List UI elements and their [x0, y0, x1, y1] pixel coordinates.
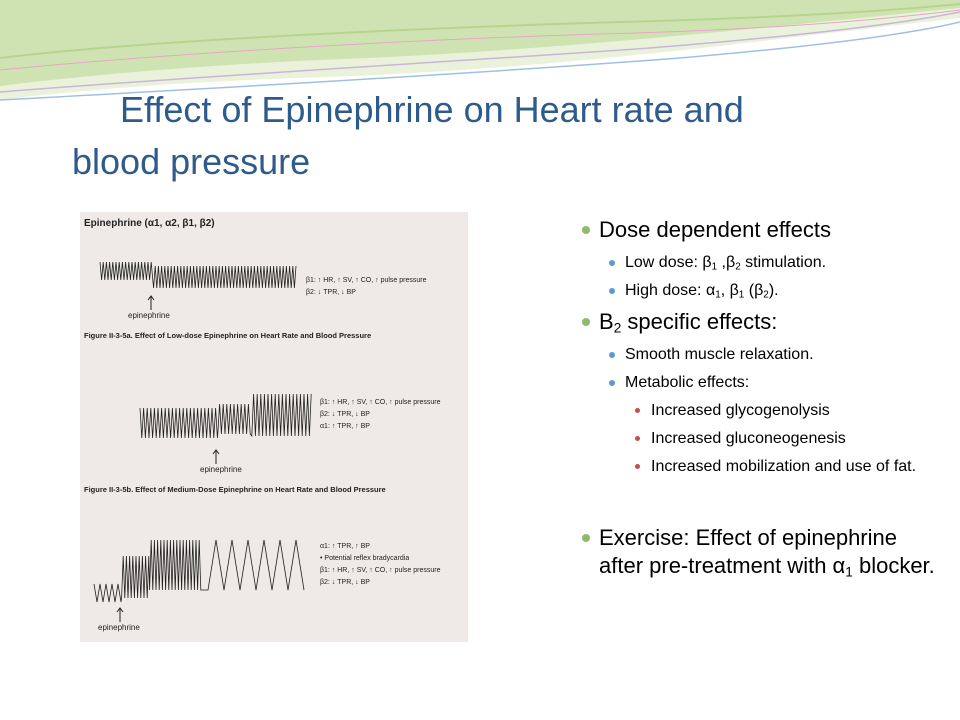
arrow-label-panel-a: epinephrine [128, 311, 170, 320]
legend-c-4: β2: ↓ TPR, ↓ BP [320, 579, 370, 586]
legend-c-3: β1: ↑ HR, ↑ SV, ↑ CO, ↑ pulse pressure [320, 567, 441, 574]
legend-panel-a: β1: ↑ HR, ↑ SV, ↑ CO, ↑ pulse pressure β… [306, 277, 427, 296]
title-line-2: blood pressure [72, 141, 311, 182]
legend-b-1: β1: ↑ HR, ↑ SV, ↑ CO, ↑ pulse pressure [320, 399, 441, 406]
legend-panel-b: β1: ↑ HR, ↑ SV, ↑ CO, ↑ pulse pressure β… [320, 399, 441, 430]
trace-panel-b [139, 393, 312, 439]
epinephrine-figure: Epinephrine (α1, α2, β1, β2) epinephrine… [80, 212, 468, 642]
arrow-label-panel-b: epinephrine [200, 465, 242, 474]
legend-a-1: β1: ↑ HR, ↑ SV, ↑ CO, ↑ pulse pressure [306, 277, 427, 284]
trace-panel-c [93, 539, 305, 603]
caption-panel-b: Figure II-3-5b. Effect of Medium-Dose Ep… [84, 485, 386, 494]
legend-c-2: • Potential reflex bradycardia [320, 555, 409, 562]
legend-panel-c: α1: ↑ TPR, ↑ BP • Potential reflex brady… [320, 543, 441, 586]
bullet-high-dose: High dose: α1, β1 (β2). [609, 280, 945, 302]
legend-b-2: β2: ↓ TPR, ↓ BP [320, 411, 370, 418]
bullet-low-dose: Low dose: β1 ,β2 stimulation. [609, 252, 945, 274]
legend-b-3: α1: ↑ TPR, ↑ BP [320, 423, 370, 430]
bullet-smooth-muscle: Smooth muscle relaxation. [609, 344, 945, 366]
bullet-dose-text: Dose dependent effects [599, 217, 831, 242]
legend-a-2: β2: ↓ TPR, ↓ BP [306, 289, 356, 296]
bullet-list: Dose dependent effects Low dose: β1 ,β2 … [582, 212, 945, 588]
bullet-glycogenolysis: Increased glycogenolysis [635, 400, 945, 422]
legend-c-1: α1: ↑ TPR, ↑ BP [320, 543, 370, 550]
bullet-gluconeogenesis: Increased gluconeogenesis [635, 428, 945, 450]
title-line-1: Effect of Epinephrine on Heart rate and [120, 89, 744, 130]
figure-header: Epinephrine (α1, α2, β1, β2) [84, 218, 215, 229]
trace-panel-a [99, 261, 297, 289]
figure-svg: Epinephrine (α1, α2, β1, β2) epinephrine… [84, 218, 441, 632]
bullet-b2-specific: B2 specific effects: [582, 308, 945, 336]
bullet-metabolic: Metabolic effects: [609, 372, 945, 394]
bullet-exercise: Exercise: Effect of epinephrine after pr… [582, 524, 945, 580]
bullet-fat-mobilization: Increased mobilization and use of fat. [635, 456, 945, 478]
header-swoosh [0, 0, 960, 101]
slide-title: Effect of Epinephrine on Heart rate and … [72, 84, 912, 188]
bullet-dose-dependent: Dose dependent effects [582, 216, 945, 244]
caption-panel-a: Figure II-3-5a. Effect of Low-dose Epine… [84, 331, 371, 340]
arrow-label-panel-c: epinephrine [98, 623, 140, 632]
